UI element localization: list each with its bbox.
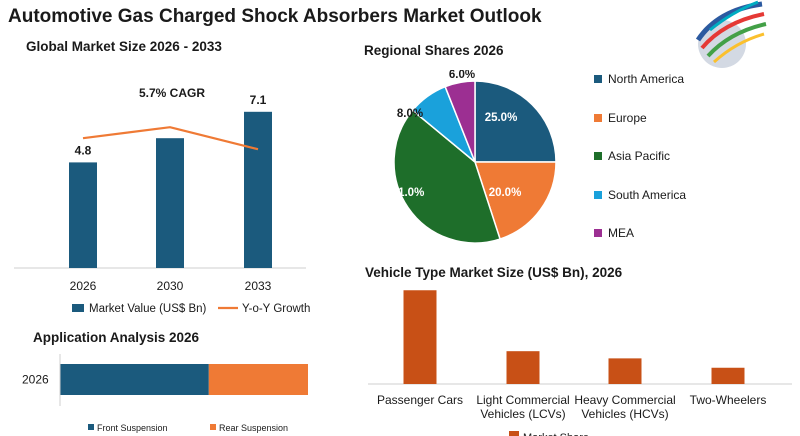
- y-tick-label: 2026: [22, 373, 49, 387]
- vehicle-bar: [403, 290, 437, 384]
- x-tick-label: Light Commercial: [476, 393, 569, 407]
- page-title: Automotive Gas Charged Shock Absorbers M…: [8, 6, 542, 27]
- regional-pie-chart: 25.0% 20.0% 41.0% 8.0% 6.0%: [392, 70, 557, 244]
- legend-label: Market Share: [523, 432, 589, 436]
- bar-value-label: 7.1: [250, 93, 267, 107]
- legend-label: Rear Suspension: [219, 423, 288, 433]
- pie-slice-mea: [444, 80, 476, 163]
- yoy-growth-line: [82, 126, 259, 151]
- legend-item-south-america: South America: [594, 188, 686, 202]
- x-tick-label: Heavy Commercial: [574, 393, 675, 407]
- pie-slice-label: 6.0%: [449, 70, 475, 81]
- stacked-bar-front-suspension: [60, 364, 209, 395]
- legend-item-mea: MEA: [594, 226, 634, 240]
- pie-slice-label: 20.0%: [489, 187, 522, 199]
- legend-swatch: [594, 152, 602, 160]
- legend-item-europe: Europe: [594, 111, 647, 125]
- x-tick-label: 2033: [245, 279, 272, 293]
- legend-label: South America: [608, 187, 687, 202]
- vehicle-bar: [608, 358, 642, 384]
- bar-2033: [244, 111, 272, 268]
- global-chart-title: Global Market Size 2026 - 2033: [26, 39, 222, 54]
- x-tick-label: Passenger Cars: [377, 393, 463, 407]
- x-tick-label: Vehicles (HCVs): [581, 407, 668, 421]
- legend-swatch: [210, 424, 216, 430]
- legend-label-yoy: Y-o-Y Growth: [242, 303, 310, 315]
- application-chart: 2026 Front Suspension Rear Suspension: [22, 354, 308, 433]
- legend-swatch: [594, 229, 602, 237]
- x-tick-label: 2026: [70, 279, 97, 293]
- legend-item-asia-pacific: Asia Pacific: [594, 149, 670, 163]
- pie-slice-asia-pacific: [393, 109, 501, 244]
- pie-slice-label: 8.0%: [397, 108, 423, 120]
- application-chart-title: Application Analysis 2026: [33, 330, 200, 345]
- legend-label-market-value: Market Value (US$ Bn): [89, 303, 207, 315]
- x-tick-label: Vehicles (LCVs): [480, 407, 565, 421]
- global-market-chart: 4.8 2026 2030 7.1 2033 5.7% CAGR Market Value …: [14, 86, 310, 315]
- legend-label: Asia Pacific: [608, 149, 671, 163]
- vehicle-chart-title: Vehicle Type Market Size (US$ Bn), 2026: [365, 265, 623, 280]
- pie-slice-north-america: [474, 80, 557, 163]
- cagr-annotation: 5.7% CAGR: [139, 86, 205, 100]
- legend-swatch: [594, 190, 602, 199]
- x-tick-label: 2030: [157, 279, 184, 293]
- bar-2026: [69, 162, 97, 268]
- pie-slice-label: 25.0%: [485, 112, 518, 124]
- pie-slice-label: 41.0%: [392, 187, 425, 199]
- legend-label: Europe: [608, 110, 647, 125]
- regional-chart-title: Regional Shares 2026: [364, 43, 504, 58]
- vehicle-bar: [711, 367, 745, 384]
- bar-2030: [156, 138, 184, 268]
- legend-swatch: [594, 113, 602, 122]
- bar-value-label: 4.8: [75, 143, 92, 157]
- pie-slice-europe: [473, 161, 557, 240]
- logo-icon: [695, 0, 767, 68]
- legend-swatch: [88, 424, 94, 430]
- legend-item-north-america: North America: [594, 72, 684, 86]
- legend-swatch-market-value: [72, 304, 84, 312]
- vehicle-bar: [506, 351, 540, 384]
- x-tick-label: Two-Wheelers: [690, 393, 767, 407]
- stacked-bar-rear-suspension: [208, 364, 308, 395]
- legend-label: North America: [608, 72, 685, 86]
- legend-label: MEA: [608, 226, 635, 240]
- legend-label: Front Suspension: [97, 423, 168, 433]
- legend-swatch: [509, 431, 519, 436]
- legend-swatch: [594, 75, 602, 83]
